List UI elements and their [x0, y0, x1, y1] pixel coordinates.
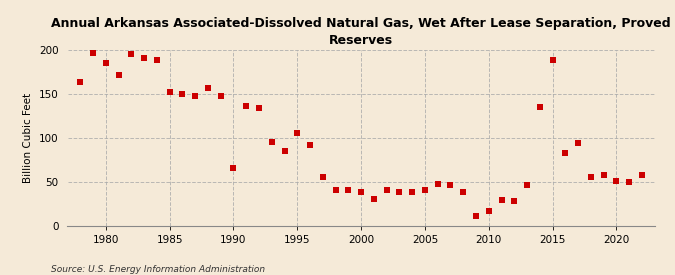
Text: Source: U.S. Energy Information Administration: Source: U.S. Energy Information Administ…: [51, 265, 265, 274]
Point: [547, 58, 558, 62]
Point: [470, 214, 481, 218]
Point: [202, 86, 213, 90]
Point: [292, 131, 302, 135]
Point: [279, 148, 290, 153]
Point: [267, 140, 277, 144]
Point: [509, 199, 520, 203]
Point: [573, 141, 584, 145]
Point: [369, 197, 379, 201]
Point: [637, 173, 647, 178]
Point: [177, 92, 188, 97]
Point: [190, 94, 200, 98]
Point: [228, 166, 239, 170]
Point: [343, 188, 354, 192]
Point: [522, 183, 533, 187]
Point: [598, 173, 609, 178]
Point: [535, 104, 545, 109]
Point: [164, 90, 175, 94]
Point: [432, 182, 443, 186]
Point: [113, 73, 124, 77]
Point: [585, 175, 596, 179]
Point: [356, 190, 367, 194]
Point: [420, 188, 431, 192]
Point: [496, 198, 507, 202]
Point: [611, 178, 622, 183]
Title: Annual Arkansas Associated-Dissolved Natural Gas, Wet After Lease Separation, Pr: Annual Arkansas Associated-Dissolved Nat…: [51, 17, 671, 47]
Point: [381, 188, 392, 192]
Point: [241, 104, 252, 108]
Point: [458, 190, 468, 194]
Point: [254, 106, 265, 111]
Point: [394, 190, 405, 194]
Point: [624, 179, 634, 184]
Point: [304, 142, 315, 147]
Point: [317, 175, 328, 179]
Point: [330, 188, 341, 192]
Point: [138, 56, 149, 60]
Point: [151, 58, 162, 62]
Point: [215, 94, 226, 98]
Point: [445, 183, 456, 187]
Point: [483, 209, 494, 214]
Point: [126, 52, 137, 56]
Point: [88, 51, 99, 55]
Point: [560, 151, 571, 156]
Point: [407, 190, 418, 194]
Y-axis label: Billion Cubic Feet: Billion Cubic Feet: [23, 92, 33, 183]
Point: [101, 60, 111, 65]
Point: [75, 80, 86, 84]
